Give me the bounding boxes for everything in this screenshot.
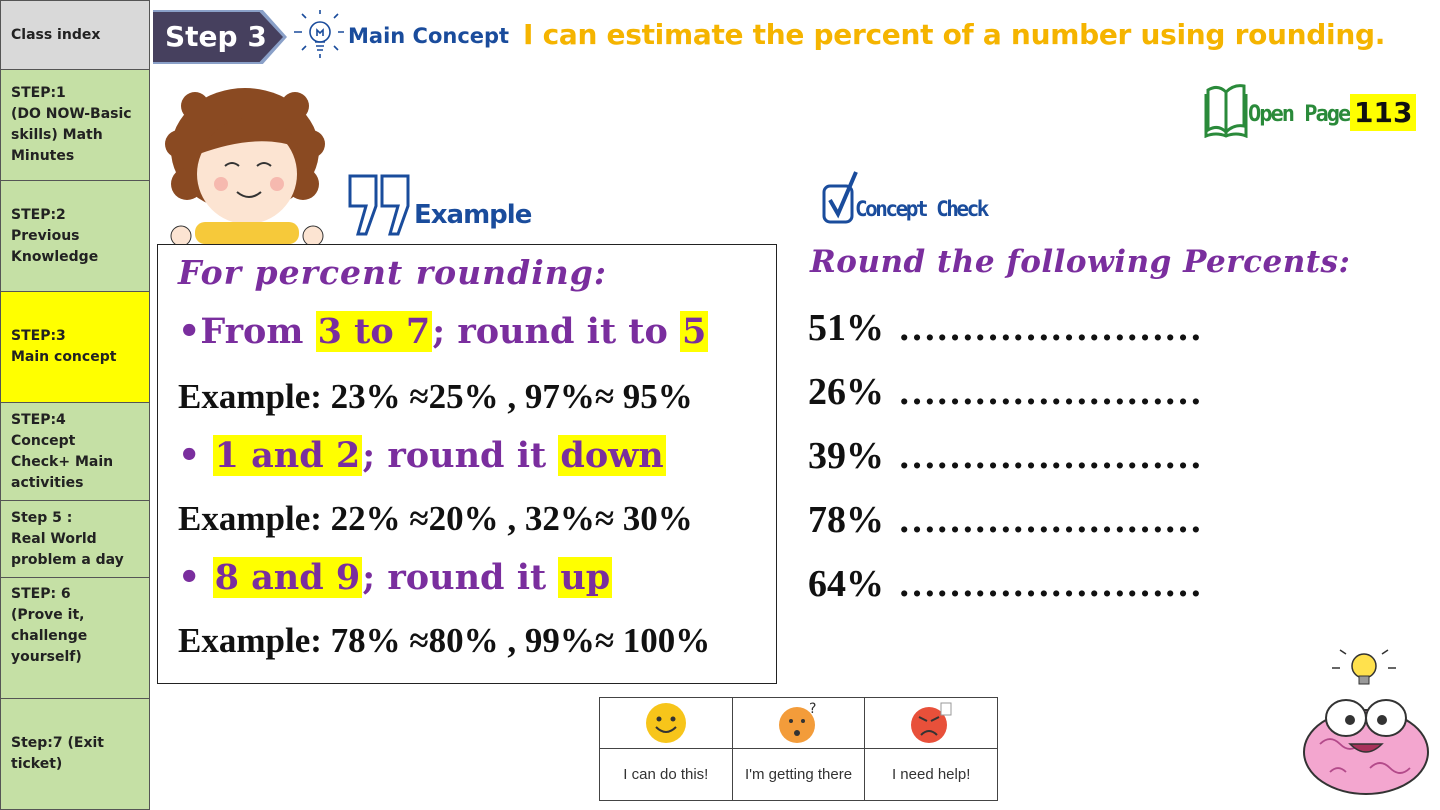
sidebar-item-step6[interactable]: STEP: 6 (Prove it, challenge yourself)	[0, 578, 150, 699]
sidebar-item-step3[interactable]: STEP:3 Main concept	[0, 292, 150, 403]
percent-item: 64% ……………………	[808, 562, 1202, 606]
sidebar-item-step4[interactable]: STEP:4 Concept Check+ Main activities	[0, 403, 150, 501]
feedback-option-getting-there[interactable]: ? I'm getting there	[732, 698, 866, 800]
rule-3-to-7: •From 3 to 7; round it to 5	[178, 311, 709, 352]
example-box: For percent rounding: •From 3 to 7; roun…	[157, 244, 777, 684]
self-assessment-table: I can do this! ? I'm getting there I nee…	[599, 697, 998, 801]
answer-blank[interactable]: ……………………	[898, 563, 1202, 605]
answer-blank[interactable]: ……………………	[898, 499, 1202, 541]
bullet: •	[178, 557, 213, 598]
rule-text: ; round it	[362, 557, 559, 598]
rule-text: ; round it to	[432, 311, 681, 352]
face-cell	[865, 698, 998, 749]
rule-target-highlight: down	[558, 435, 666, 476]
open-page-label: Open Page	[1248, 102, 1351, 127]
rule-8-and-9: • 8 and 9; round it up	[178, 557, 613, 598]
percent-value: 26%	[808, 371, 884, 413]
checkmark-icon	[822, 171, 858, 224]
rule-1-and-2: • 1 and 2; round it down	[178, 435, 666, 476]
percent-value: 39%	[808, 435, 884, 477]
sidebar-item-step1[interactable]: STEP:1 (DO NOW-Basic skills) Math Minute…	[0, 70, 150, 181]
bullet: •	[178, 311, 201, 352]
happy-face-icon	[645, 703, 686, 743]
feedback-label: I'm getting there	[744, 766, 853, 783]
example-line-1: Example: 23% ≈25% , 97%≈ 95%	[178, 377, 693, 416]
lightbulb-icon	[294, 10, 344, 58]
page-number-badge: 113	[1350, 94, 1417, 131]
rule-target-highlight: 5	[680, 311, 709, 352]
answer-blank[interactable]: ……………………	[898, 435, 1202, 477]
sidebar-item-label: Step 5 : Real World problem a day	[11, 509, 124, 568]
rule-range-highlight: 8 and 9	[212, 557, 363, 598]
feedback-option-need-help[interactable]: I need help!	[865, 698, 998, 800]
step-sidebar: Class index STEP:1 (DO NOW-Basic skills)…	[0, 0, 152, 810]
concept-check-title: Concept Check	[855, 197, 989, 221]
sidebar-item-label: Step:7 (Exit ticket)	[11, 735, 104, 772]
rule-text: From	[200, 311, 316, 352]
percent-item: 78% ……………………	[808, 498, 1202, 542]
svg-text:?: ?	[809, 701, 816, 717]
sidebar-item-label: STEP:1 (DO NOW-Basic skills) Math Minute…	[11, 85, 132, 164]
sidebar-item-label: STEP:3 Main concept	[11, 328, 117, 365]
percent-value: 78%	[808, 499, 884, 541]
percent-value: 64%	[808, 563, 884, 605]
sidebar-item-label: STEP:2 Previous Knowledge	[11, 206, 99, 265]
answer-blank[interactable]: ……………………	[898, 307, 1202, 349]
sidebar-item-step7[interactable]: Step:7 (Exit ticket)	[0, 699, 150, 810]
rule-target-highlight: up	[558, 557, 613, 598]
bullet: •	[178, 435, 213, 476]
example-line-2: Example: 22% ≈20% , 32%≈ 30%	[178, 499, 693, 538]
confused-face-icon: ?	[778, 701, 816, 743]
learning-objective: I can estimate the percent of a number u…	[523, 18, 1386, 51]
sidebar-item-label: Class index	[11, 26, 101, 43]
example-heading: For percent rounding:	[178, 253, 608, 292]
step-badge: Step 3	[153, 12, 283, 62]
girl-illustration	[165, 88, 325, 244]
upset-face-icon	[911, 702, 952, 743]
percent-item: 39% ……………………	[808, 434, 1202, 478]
example-line-3: Example: 78% ≈80% , 99%≈ 100%	[178, 621, 711, 660]
answer-blank[interactable]: ……………………	[898, 371, 1202, 413]
brain-mascot-illustration	[1303, 649, 1429, 795]
open-book-icon	[1204, 84, 1248, 138]
percent-item: 26% ……………………	[808, 370, 1202, 414]
rule-range-highlight: 3 to 7	[315, 311, 433, 352]
face-cell	[600, 698, 732, 749]
percent-value: 51%	[808, 307, 884, 349]
rule-text: ; round it	[362, 435, 559, 476]
feedback-label: I need help!	[891, 766, 971, 783]
main-concept-label: Main Concept	[348, 24, 510, 48]
sidebar-item-step2[interactable]: STEP:2 Previous Knowledge	[0, 181, 150, 292]
feedback-option-can-do[interactable]: I can do this!	[600, 698, 733, 800]
sidebar-item-step5[interactable]: Step 5 : Real World problem a day	[0, 501, 150, 578]
rule-range-highlight: 1 and 2	[212, 435, 363, 476]
sidebar-item-label: STEP:4 Concept Check+ Main activities	[11, 411, 114, 491]
concept-check-heading: Round the following Percents:	[810, 244, 1351, 280]
face-cell: ?	[732, 698, 865, 749]
percent-item: 51% ……………………	[808, 306, 1202, 350]
sidebar-item-label: STEP: 6 (Prove it, challenge yourself)	[11, 586, 88, 665]
example-title: Example	[414, 200, 532, 230]
quote-icon	[348, 174, 410, 236]
sidebar-item-class-index[interactable]: Class index	[0, 0, 150, 70]
feedback-label: I can do this!	[623, 766, 709, 783]
